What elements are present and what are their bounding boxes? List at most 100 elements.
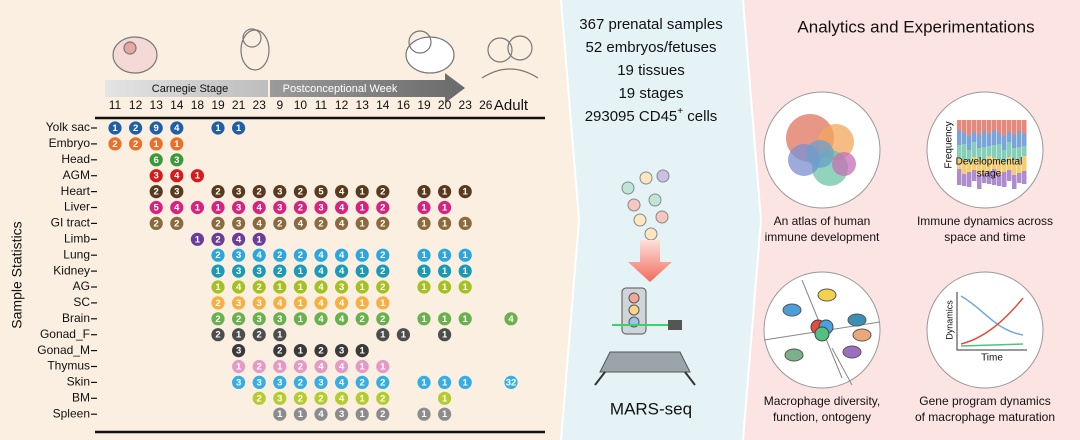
stack-segment	[992, 158, 997, 169]
panel-circle	[926, 271, 1044, 389]
sample-dot	[129, 137, 143, 151]
sample-dot	[273, 407, 287, 421]
sample-dot	[504, 375, 518, 389]
column-label: 26	[479, 98, 493, 112]
sample-dot	[273, 185, 287, 199]
stack-segment	[982, 161, 987, 173]
sample-count: 4	[339, 250, 345, 261]
stack-segment	[957, 169, 962, 185]
sample-count: 1	[236, 123, 242, 134]
sample-count: 1	[277, 409, 283, 420]
sample-count: 2	[318, 218, 323, 229]
sample-dot	[355, 407, 369, 421]
sample-count: 1	[360, 298, 366, 309]
sample-count: 4	[339, 187, 345, 198]
sample-count: 1	[257, 234, 263, 245]
row-label: Gonad_F	[40, 327, 90, 341]
sample-count: 3	[318, 377, 323, 388]
sample-dot	[376, 200, 390, 215]
sample-count: 2	[277, 346, 282, 357]
panel-caption: function, ontogeny	[773, 410, 871, 424]
sample-count: 4	[339, 393, 345, 404]
stack-segment	[1022, 171, 1027, 184]
sample-count: 2	[298, 187, 303, 198]
sample-dot	[458, 248, 472, 262]
sample-dot	[232, 185, 246, 199]
sample-count: 9	[154, 123, 159, 134]
sample-count: 4	[174, 203, 180, 214]
sample-dot	[190, 169, 204, 183]
sample-count: 4	[318, 250, 324, 261]
cell	[784, 348, 804, 362]
sample-dot	[232, 216, 246, 230]
sample-dot	[355, 216, 369, 230]
sample-count: 1	[360, 218, 366, 229]
sample-count: 4	[318, 409, 324, 420]
sample-dot	[190, 232, 204, 246]
sample-dot	[232, 312, 246, 326]
sample-dot	[108, 137, 122, 151]
sample-dot	[335, 216, 349, 230]
panel-caption: immune development	[765, 230, 880, 244]
sample-dot	[273, 344, 287, 358]
sample-dot	[293, 344, 307, 358]
column-label: 21	[232, 98, 246, 112]
sample-count: 3	[277, 314, 282, 325]
sample-dot	[232, 248, 246, 262]
sample-count: 1	[298, 314, 304, 325]
sample-dot	[293, 216, 307, 230]
sample-count: 3	[277, 203, 282, 214]
sample-count: 1	[463, 187, 469, 198]
cell	[842, 345, 862, 359]
sample-count: 2	[380, 377, 385, 388]
column-label: 13	[150, 98, 164, 112]
stack-segment	[972, 120, 977, 132]
sample-count: 3	[236, 187, 241, 198]
sample-dot	[252, 280, 266, 294]
sample-count: 3	[236, 250, 241, 261]
row-label: Head	[61, 152, 90, 166]
sample-dot	[355, 359, 369, 374]
trend	[960, 297, 1024, 345]
sample-dot	[417, 407, 431, 421]
column-label: 9	[276, 98, 283, 112]
sample-count: 1	[360, 187, 366, 198]
sample-dot	[170, 137, 184, 151]
sample-count: 2	[380, 250, 385, 261]
sample-dot	[293, 200, 307, 215]
sample-dot	[273, 280, 287, 294]
sample-count: 4	[318, 298, 324, 309]
sample-dot	[211, 328, 225, 342]
column-label: 11	[109, 98, 122, 112]
row-label: BM	[72, 390, 90, 404]
sample-dot	[273, 312, 287, 326]
sample-count: 1	[421, 266, 427, 277]
sample-count: 1	[215, 282, 221, 293]
stage-label: Carnegie Stage	[152, 83, 228, 95]
sample-count: 4	[339, 377, 345, 388]
sample-count: 1	[401, 330, 407, 341]
sample-dot	[335, 185, 349, 199]
sample-count: 4	[339, 314, 345, 325]
sample-dot	[438, 375, 452, 389]
stack-segment	[957, 120, 962, 130]
sample-count: 3	[236, 266, 241, 277]
sample-count: 3	[236, 377, 241, 388]
sample-dot	[252, 312, 266, 326]
sample-count: 1	[277, 330, 283, 341]
sample-count: 2	[380, 218, 385, 229]
stack-segment	[997, 120, 1002, 133]
sample-count: 1	[174, 139, 180, 150]
sample-dot	[376, 216, 390, 230]
stack-segment	[1002, 172, 1007, 187]
sample-count: 4	[339, 266, 345, 277]
sample-count: 2	[154, 218, 159, 229]
sample-dot	[211, 312, 225, 326]
stack-segment	[972, 170, 977, 181]
column-label: 16	[397, 98, 411, 112]
column-label: 14	[376, 98, 390, 112]
sample-dot	[335, 344, 349, 358]
stack-segment	[1017, 147, 1022, 161]
stack-segment	[997, 160, 1002, 174]
